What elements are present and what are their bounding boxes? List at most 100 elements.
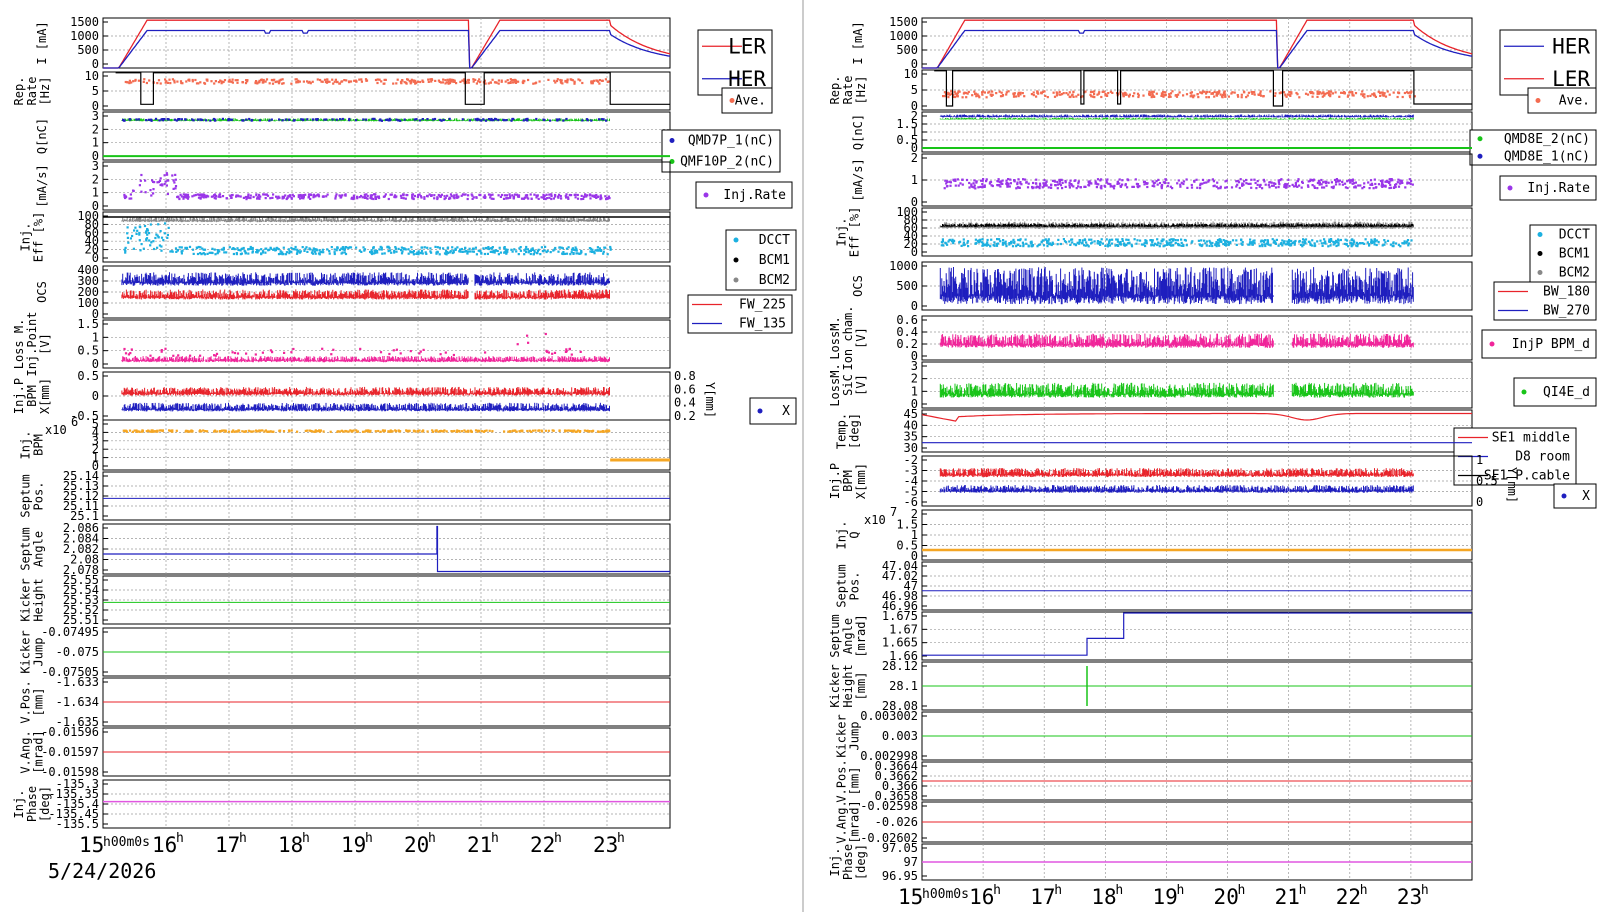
legend-entry: QMD8E_1(nC) bbox=[1504, 149, 1590, 164]
legend-entry: BCM2 bbox=[1559, 266, 1590, 281]
series-band bbox=[122, 289, 610, 299]
y-axis-label: BPM bbox=[32, 434, 46, 456]
right-tick-label: 0.6 bbox=[674, 382, 696, 396]
legend-entry: HER bbox=[728, 67, 766, 91]
legend-entry: FW_225 bbox=[739, 298, 786, 313]
x-tick-suffix: h bbox=[993, 883, 1001, 898]
y-tick-label: 0.003002 bbox=[860, 709, 918, 723]
x-tick-suffix: h bbox=[1176, 883, 1184, 898]
legend: X bbox=[1554, 484, 1596, 508]
x-start-hour: 15 bbox=[79, 833, 104, 857]
y-axis-label: I [mA] bbox=[851, 21, 865, 64]
y-axis-label: SiC bbox=[841, 374, 855, 396]
y-tick-label: 28.12 bbox=[882, 659, 918, 673]
legend-entry: DCCT bbox=[759, 233, 790, 248]
series-band bbox=[940, 383, 1413, 398]
y-axis-label: Kicker bbox=[19, 578, 33, 621]
y-tick-label: 1.675 bbox=[882, 609, 918, 623]
legend-entry: BCM1 bbox=[759, 253, 790, 268]
y-tick-label: 0.5 bbox=[77, 344, 99, 358]
legend: QI4E_d bbox=[1514, 378, 1596, 406]
series-band bbox=[122, 403, 610, 412]
y-tick-label: 1 bbox=[92, 136, 99, 150]
y-axis-label: I [mA] bbox=[35, 21, 49, 64]
series-band bbox=[122, 217, 610, 222]
legend-entry: BW_270 bbox=[1543, 304, 1590, 319]
y-axis-label: LossM. bbox=[828, 363, 842, 406]
y-axis-label: Height bbox=[32, 578, 46, 621]
y-tick-label: 28.1 bbox=[889, 679, 918, 693]
y-tick-label: 2 bbox=[92, 122, 99, 136]
x-start-rest: h00m0s bbox=[922, 887, 969, 902]
x-tick-label: 17 bbox=[1030, 885, 1055, 909]
legend-entry: DCCT bbox=[1559, 228, 1590, 243]
y-tick-label: 3 bbox=[92, 109, 99, 123]
series-points bbox=[125, 78, 610, 85]
y-axis-label: Inj.P bbox=[12, 378, 26, 414]
y-axis-label: [mA/s] bbox=[35, 164, 49, 207]
right-axis-label: Y[mm] bbox=[1505, 467, 1519, 503]
chart-row: -135.3-135.35-135.4-135.45-135.5Inj.Phas… bbox=[12, 777, 670, 831]
y-axis-label: [V] bbox=[854, 327, 868, 349]
y-axis-label: Loss M. bbox=[12, 319, 26, 370]
x-tick-label: 19 bbox=[1152, 885, 1177, 909]
y-axis-label: [mm] bbox=[848, 767, 862, 796]
y-axis-label: V.Ang. bbox=[835, 800, 849, 843]
y-axis-label: Kicker bbox=[828, 664, 842, 707]
y-tick-label: 500 bbox=[896, 43, 918, 57]
x-tick-label: 20 bbox=[404, 833, 429, 857]
y-axis-label: [Hz] bbox=[854, 76, 868, 105]
y-axis-label: [mrad] bbox=[848, 800, 862, 843]
y-axis-label: X[mm] bbox=[854, 463, 868, 499]
y-tick-label: -0.075 bbox=[56, 645, 99, 659]
x-start-hour: 15 bbox=[898, 885, 923, 909]
exponent-label: x10 bbox=[864, 513, 886, 527]
y-axis-label: [V] bbox=[854, 374, 868, 396]
x-tick-suffix: h bbox=[1238, 883, 1246, 898]
x-tick-suffix: h bbox=[365, 831, 373, 846]
legend: X bbox=[750, 398, 796, 424]
x-tick-label: 16 bbox=[152, 833, 177, 857]
y-axis-label: Q[nC] bbox=[35, 118, 49, 154]
y-tick-label: 1500 bbox=[889, 15, 918, 29]
x-tick-suffix: h bbox=[1421, 883, 1429, 898]
x-tick-label: 23 bbox=[1397, 885, 1422, 909]
y-axis-label: Temp. bbox=[835, 413, 849, 449]
y-axis-label: Jump bbox=[848, 722, 862, 751]
y-axis-label: Q[nC] bbox=[851, 114, 865, 150]
right-tick-label: 0.2 bbox=[674, 409, 696, 423]
y-axis-label: Eff [%] bbox=[848, 207, 862, 258]
y-tick-label: 1000 bbox=[70, 29, 99, 43]
legend-entry: X bbox=[1582, 489, 1590, 504]
x-tick-suffix: h bbox=[1360, 883, 1368, 898]
y-axis-label: Septum bbox=[828, 614, 842, 657]
legend: Ave. bbox=[1528, 88, 1596, 113]
x-tick-suffix: h bbox=[617, 831, 625, 846]
y-tick-label: 5 bbox=[911, 83, 918, 97]
x-tick-suffix: h bbox=[428, 831, 436, 846]
y-axis-label: Inj. bbox=[19, 431, 33, 460]
series-points bbox=[941, 238, 1413, 247]
y-tick-label: 97.05 bbox=[882, 841, 918, 855]
legend: Inj.Rate bbox=[696, 182, 792, 208]
x-tick-label: 22 bbox=[1336, 885, 1361, 909]
y-axis-label: Ion cham. bbox=[841, 305, 855, 370]
y-axis-label: Inj. bbox=[12, 790, 26, 819]
y-tick-label: 3 bbox=[92, 159, 99, 173]
series-band bbox=[940, 267, 1413, 304]
y-tick-label: 1.5 bbox=[77, 317, 99, 331]
y-axis-label: [mm] bbox=[854, 672, 868, 701]
